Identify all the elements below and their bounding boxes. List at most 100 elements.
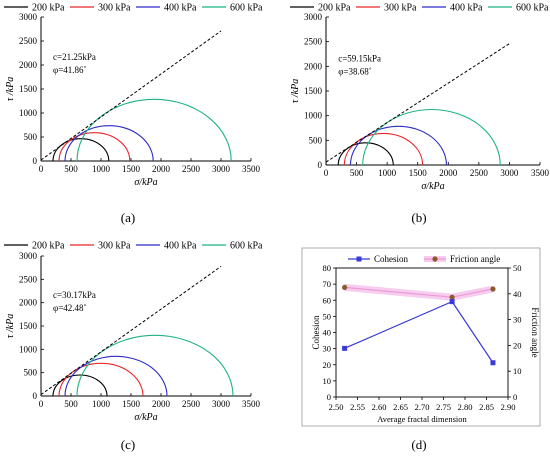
- x-tick-label: 2.90: [501, 402, 516, 412]
- legend-label: 300 kPa: [98, 241, 131, 252]
- legend-label: 400 kPa: [164, 241, 197, 252]
- y-left-tick-label: 10: [323, 376, 332, 386]
- y-right-tick-label: 50: [513, 263, 522, 273]
- x-tick-label: 2.65: [393, 402, 408, 412]
- panel-label-d: (d): [411, 437, 426, 452]
- x-tick-label: 0: [324, 168, 329, 178]
- mohr-circle-200-kpa: [52, 138, 110, 162]
- annotation-text: c=30.17kPa: [53, 290, 96, 300]
- y-tick-label: 0: [33, 156, 38, 166]
- x-tick-label: 3500: [242, 164, 261, 174]
- y-axis-title: τ /kPa: [5, 77, 16, 101]
- y-left-tick-label: 70: [323, 279, 332, 289]
- annotation-text: φ=42.48˚: [53, 303, 87, 313]
- y-tick-label: 1500: [19, 84, 38, 94]
- y-axis-title: τ /kPa: [5, 314, 16, 338]
- y-left-tick-label: 40: [323, 328, 332, 338]
- x-axis-title: σ/kPa: [134, 412, 157, 423]
- mohr-circle-300-kpa: [58, 362, 144, 397]
- x-tick-label: 1500: [409, 168, 428, 178]
- x-tick-label: 3000: [500, 168, 519, 178]
- y-left-tick-label: 60: [323, 295, 332, 305]
- legend-label: 300 kPa: [98, 3, 131, 14]
- y-tick-label: 500: [309, 135, 323, 145]
- mohr-circle-400-kpa: [349, 125, 448, 166]
- y-tick-label: 1500: [19, 321, 38, 331]
- friction-angle-point: [490, 286, 496, 292]
- failure-envelope-line: [40, 30, 222, 161]
- failure-envelope-line: [325, 43, 510, 163]
- mohr-circle-400-kpa: [64, 125, 154, 162]
- panel-d-fractal-chart: 2.50 2.55 2.60 2.65 2.70 2.75 2.80 2.85 2.900102…: [301, 247, 541, 427]
- y-left-tick-label: 50: [323, 311, 332, 321]
- y-left-tick-label: 0: [327, 392, 331, 402]
- legend-marker-friction: [432, 256, 438, 262]
- x-tick-label: 500: [64, 399, 78, 409]
- y-tick-label: 1000: [19, 108, 38, 118]
- x-tick-label: 500: [64, 164, 78, 174]
- failure-envelope-line: [40, 265, 222, 395]
- y-tick-label: 2500: [19, 36, 38, 46]
- x-tick-label: 2.55: [350, 402, 365, 412]
- panel-a-mohr-chart: 200 kPa 300 kPa 400 kPa 600 kPa 0 500 1000 1500…: [4, 3, 263, 188]
- legend-label-cohesion: Cohesion: [374, 254, 409, 264]
- x-tick-label: 2500: [182, 399, 201, 409]
- x-tick-label: 2000: [152, 164, 171, 174]
- legend-label: 400 kPa: [450, 3, 483, 14]
- y-tick-label: 500: [24, 368, 38, 378]
- cohesion-point: [490, 360, 496, 366]
- annotation-text: φ=38.68˚: [338, 66, 372, 76]
- x-tick-label: 2.85: [479, 402, 494, 412]
- y-tick-label: 2500: [304, 37, 323, 47]
- y-right-tick-label: 0: [513, 392, 517, 402]
- x-tick-label: 3000: [212, 164, 231, 174]
- x-tick-label: 3000: [212, 399, 231, 409]
- y-tick-label: 1000: [304, 111, 323, 121]
- panel-label-b: (b): [411, 210, 426, 225]
- x-tick-label: 1000: [92, 164, 111, 174]
- mohr-circle-300-kpa: [58, 132, 131, 162]
- y-right-tick-label: 40: [513, 289, 522, 299]
- panel-b-mohr-chart: 200 kPa 300 kPa 400 kPa 600 kPa 0 500 1000 1500…: [290, 3, 550, 192]
- legend-label: 200 kPa: [318, 3, 351, 14]
- x-tick-label: 3500: [242, 399, 261, 409]
- x-tick-label: 0: [39, 399, 44, 409]
- y-tick-label: 500: [24, 132, 38, 142]
- mohr-circle-200-kpa: [52, 374, 108, 397]
- legend-label: 200 kPa: [32, 3, 65, 14]
- y-tick-label: 2000: [19, 298, 38, 308]
- y-tick-label: 0: [318, 160, 323, 170]
- legend-label: 400 kPa: [164, 3, 197, 14]
- y-tick-label: 0: [33, 391, 38, 401]
- x-tick-label: 3500: [531, 168, 550, 178]
- y-right-tick-label: 20: [513, 340, 522, 350]
- annotation-text: c=59.15kPa: [338, 53, 381, 63]
- y-tick-label: 2500: [19, 274, 38, 284]
- mohr-circle-600-kpa: [362, 109, 501, 166]
- x-tick-label: 2000: [152, 399, 171, 409]
- legend-label: 600 kPa: [230, 241, 263, 252]
- panel-label-c: (c): [121, 437, 135, 452]
- legend-label: 600 kPa: [516, 3, 549, 14]
- panel-c-mohr-chart: 200 kPa 300 kPa 400 kPa 600 kPa 0 500 1000 1500…: [4, 241, 263, 423]
- legend-label: 200 kPa: [32, 241, 65, 252]
- x-tick-label: 1500: [122, 399, 141, 409]
- x-axis-title: σ/kPa: [134, 177, 157, 188]
- x-axis-title: σ/kPa: [421, 181, 444, 192]
- cohesion-point: [449, 299, 455, 305]
- y-axis-title: τ /kPa: [290, 79, 301, 103]
- legend-label: 300 kPa: [384, 3, 417, 14]
- mohr-circle-400-kpa: [64, 355, 168, 397]
- y-tick-label: 1500: [304, 86, 323, 96]
- mohr-circle-200-kpa: [337, 142, 394, 166]
- y-left-axis-title: Cohesion: [311, 315, 321, 350]
- mohr-circle-600-kpa: [76, 98, 232, 162]
- legend-label: 600 kPa: [230, 3, 263, 14]
- y-right-tick-label: 10: [513, 366, 522, 376]
- x-tick-label: 1000: [92, 399, 111, 409]
- x-tick-label: 2.70: [415, 402, 430, 412]
- x-tick-label: 500: [350, 168, 364, 178]
- mohr-circle-600-kpa: [76, 334, 234, 397]
- cohesion-line: [344, 300, 494, 364]
